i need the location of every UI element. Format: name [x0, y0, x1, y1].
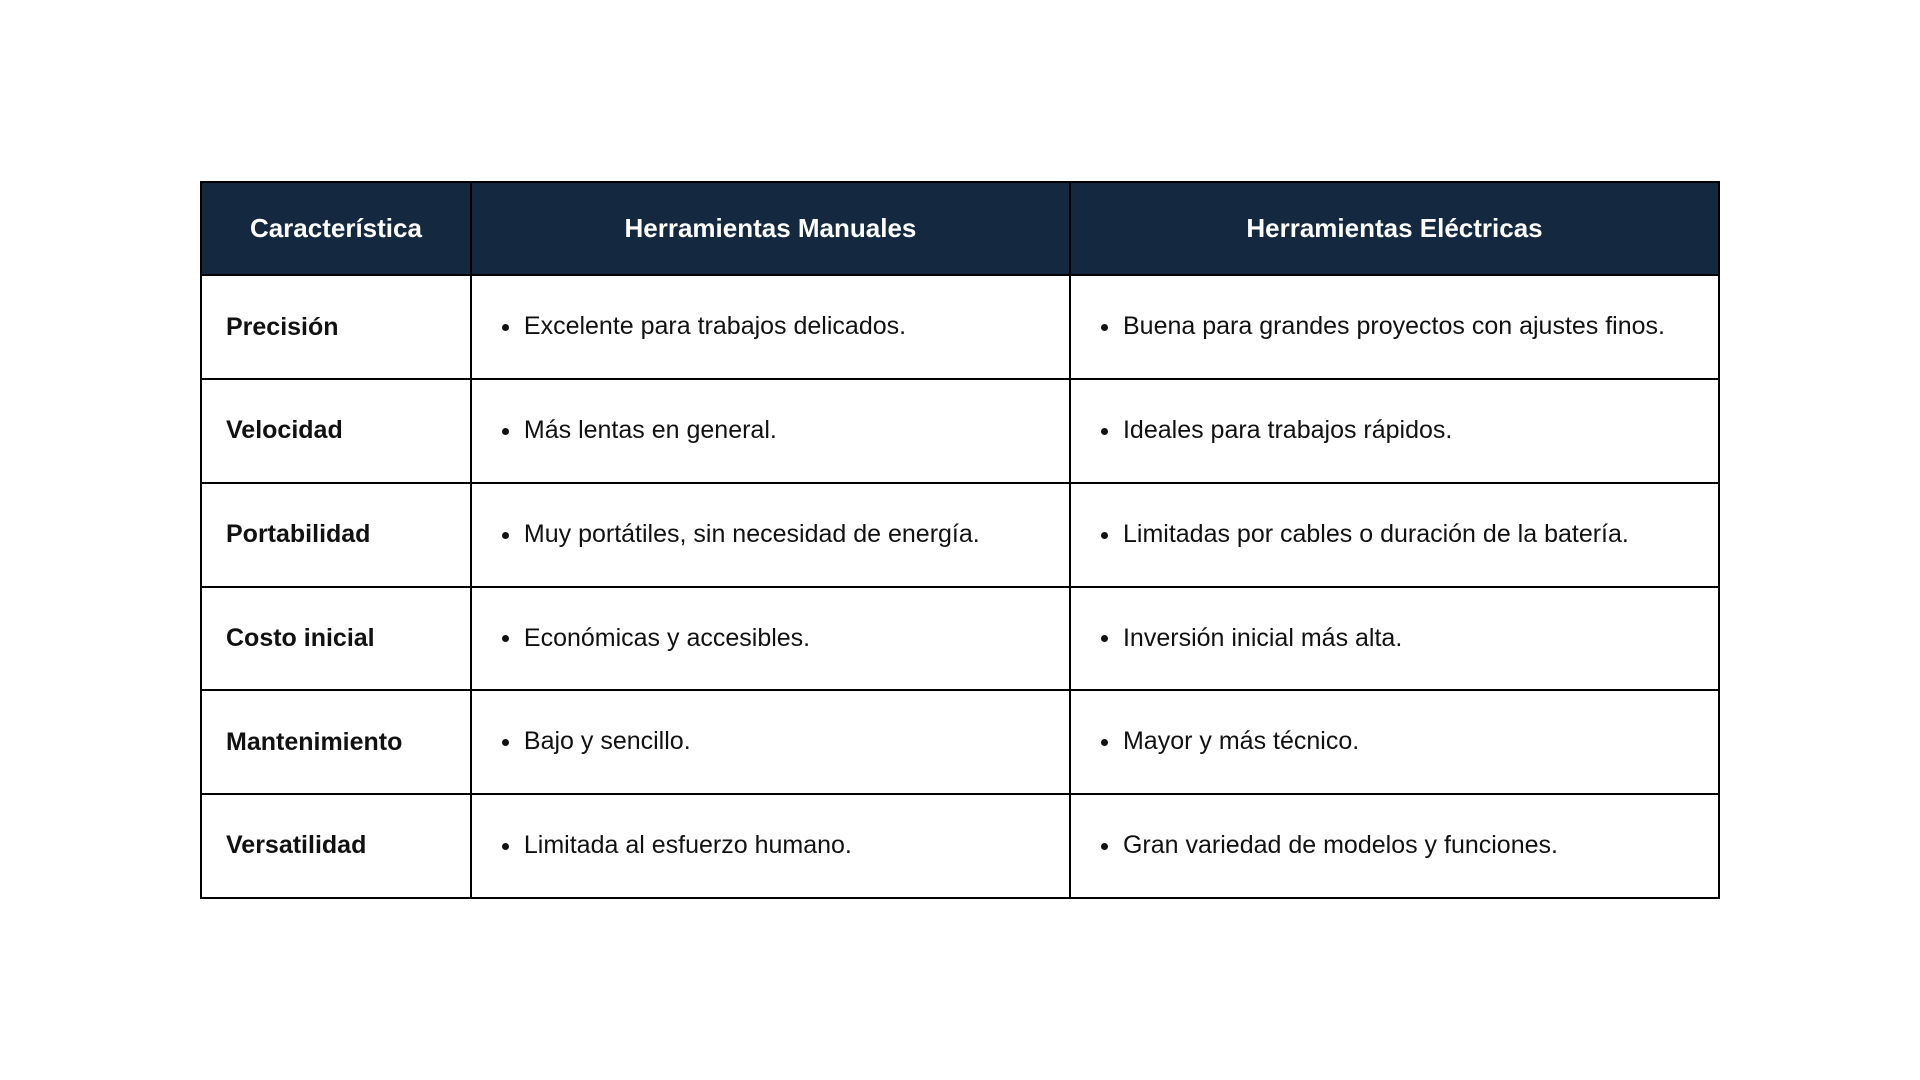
- cell-electrica: Limitadas por cables o duración de la ba…: [1070, 483, 1719, 587]
- col-header-manual: Herramientas Manuales: [471, 182, 1070, 275]
- cell-electrica: Inversión inicial más alta.: [1070, 587, 1719, 691]
- col-header-electrica: Herramientas Eléctricas: [1070, 182, 1719, 275]
- cell-manual: Excelente para trabajos delicados.: [471, 275, 1070, 379]
- bullet-text: Excelente para trabajos delicados.: [524, 310, 1045, 344]
- cell-electrica: Gran variedad de modelos y funciones.: [1070, 794, 1719, 898]
- bullet-text: Muy portátiles, sin necesidad de energía…: [524, 518, 1045, 552]
- cell-electrica: Mayor y más técnico.: [1070, 690, 1719, 794]
- cell-manual: Limitada al esfuerzo humano.: [471, 794, 1070, 898]
- bullet-text: Buena para grandes proyectos con ajustes…: [1123, 310, 1694, 344]
- table-row: Precisión Excelente para trabajos delica…: [201, 275, 1719, 379]
- row-label: Portabilidad: [201, 483, 471, 587]
- cell-manual: Económicas y accesibles.: [471, 587, 1070, 691]
- table-header-row: Característica Herramientas Manuales Her…: [201, 182, 1719, 275]
- row-label: Costo inicial: [201, 587, 471, 691]
- col-header-caracteristica: Característica: [201, 182, 471, 275]
- row-label: Mantenimiento: [201, 690, 471, 794]
- row-label: Velocidad: [201, 379, 471, 483]
- bullet-text: Más lentas en general.: [524, 414, 1045, 448]
- table-row: Velocidad Más lentas en general. Ideales…: [201, 379, 1719, 483]
- table-row: Mantenimiento Bajo y sencillo. Mayor y m…: [201, 690, 1719, 794]
- bullet-text: Bajo y sencillo.: [524, 725, 1045, 759]
- comparison-table: Característica Herramientas Manuales Her…: [200, 181, 1720, 899]
- comparison-table-container: Característica Herramientas Manuales Her…: [200, 181, 1720, 899]
- cell-manual: Bajo y sencillo.: [471, 690, 1070, 794]
- cell-electrica: Ideales para trabajos rápidos.: [1070, 379, 1719, 483]
- cell-electrica: Buena para grandes proyectos con ajustes…: [1070, 275, 1719, 379]
- cell-manual: Muy portátiles, sin necesidad de energía…: [471, 483, 1070, 587]
- table-row: Costo inicial Económicas y accesibles. I…: [201, 587, 1719, 691]
- bullet-text: Inversión inicial más alta.: [1123, 622, 1694, 656]
- row-label: Precisión: [201, 275, 471, 379]
- table-row: Versatilidad Limitada al esfuerzo humano…: [201, 794, 1719, 898]
- table-row: Portabilidad Muy portátiles, sin necesid…: [201, 483, 1719, 587]
- bullet-text: Ideales para trabajos rápidos.: [1123, 414, 1694, 448]
- bullet-text: Mayor y más técnico.: [1123, 725, 1694, 759]
- bullet-text: Económicas y accesibles.: [524, 622, 1045, 656]
- row-label: Versatilidad: [201, 794, 471, 898]
- bullet-text: Gran variedad de modelos y funciones.: [1123, 829, 1694, 863]
- bullet-text: Limitada al esfuerzo humano.: [524, 829, 1045, 863]
- cell-manual: Más lentas en general.: [471, 379, 1070, 483]
- bullet-text: Limitadas por cables o duración de la ba…: [1123, 518, 1694, 552]
